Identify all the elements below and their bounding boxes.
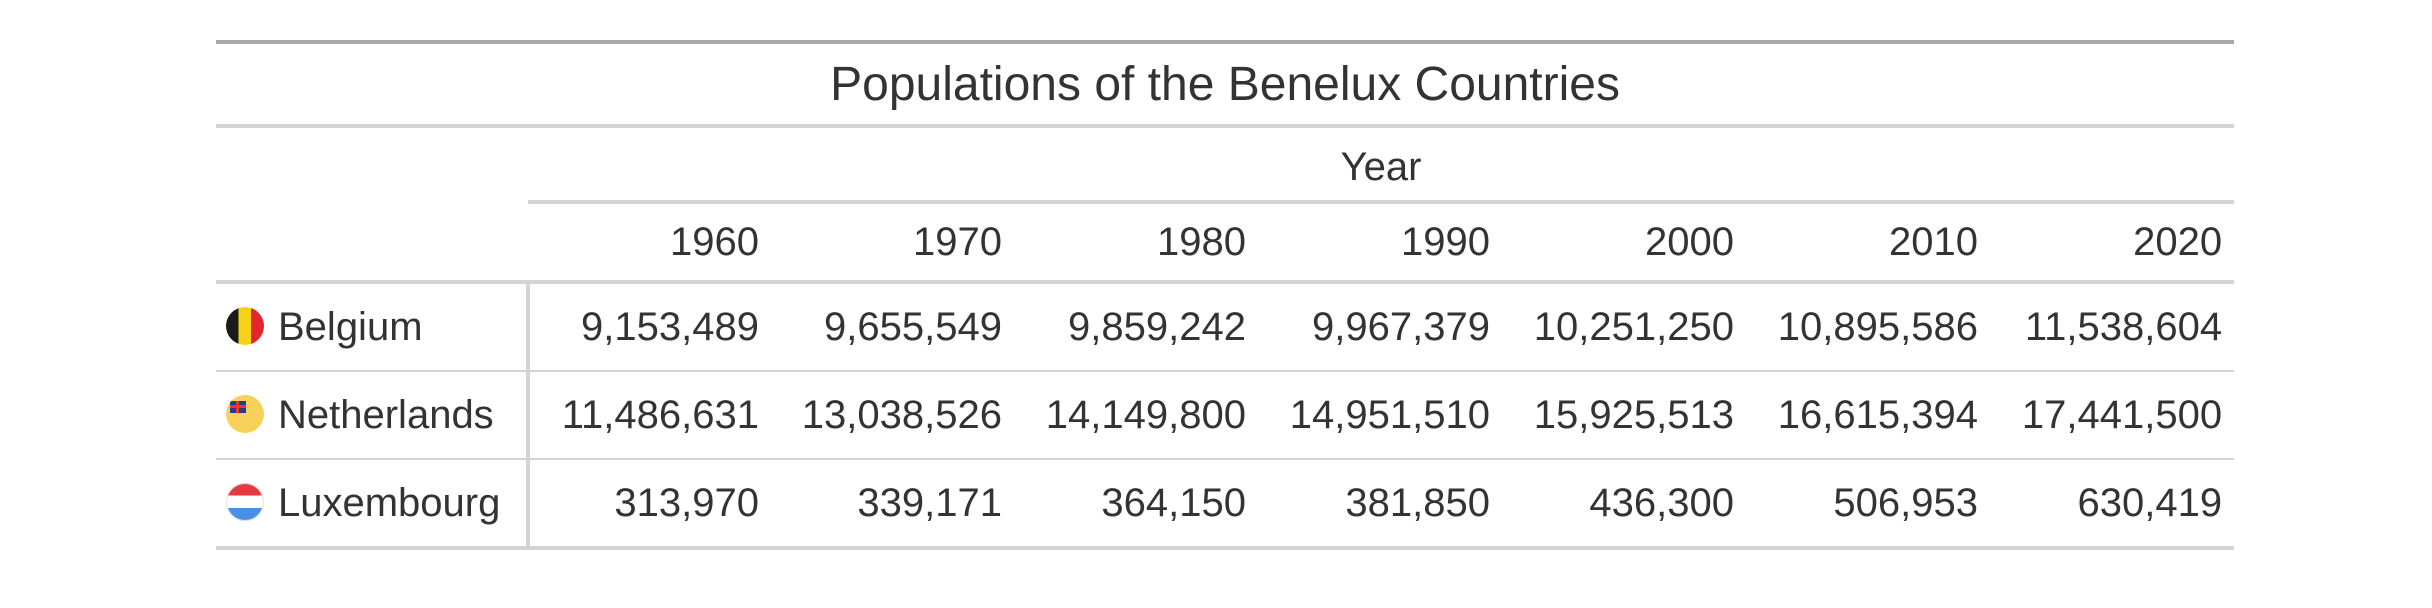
table-row: Belgium 9,153,489 9,655,549 9,859,242 9,…	[216, 282, 2235, 372]
stub-spanner-empty	[216, 126, 528, 204]
table-cell: 339,171	[771, 459, 1014, 550]
table-cell: 11,486,631	[528, 371, 771, 460]
row-stub-belgium: Belgium	[216, 282, 530, 372]
column-header: 1990	[1258, 204, 1502, 284]
column-header: 2020	[1990, 204, 2235, 284]
table-cell: 9,655,549	[771, 282, 1014, 372]
row-stub-netherlands: Netherlands	[216, 371, 530, 460]
row-stub-luxembourg: Luxembourg	[216, 459, 530, 550]
table-row: Netherlands 11,486,631 13,038,526 14,149…	[216, 371, 2235, 460]
table-cell: 630,419	[1990, 459, 2235, 550]
stub-header-empty	[216, 204, 528, 284]
table-cell: 11,538,604	[1990, 282, 2235, 372]
table-cell: 16,615,394	[1746, 371, 1990, 460]
table-cell: 14,951,510	[1258, 371, 1502, 460]
table-cell: 17,441,500	[1990, 371, 2235, 460]
column-header: 1970	[771, 204, 1014, 284]
table-cell: 9,153,489	[528, 282, 771, 372]
year-spanner: Year	[528, 126, 2235, 204]
column-header: 2010	[1746, 204, 1990, 284]
table-title: Populations of the Benelux Countries	[216, 40, 2235, 128]
table-cell: 13,038,526	[771, 371, 1014, 460]
column-header: 1960	[528, 204, 771, 284]
belgium-flag-icon	[226, 306, 264, 345]
population-table-container: Populations of the Benelux Countries Yea…	[216, 40, 2235, 550]
table-cell: 313,970	[528, 459, 771, 550]
table-row: Luxembourg 313,970 339,171 364,150 381,8…	[216, 459, 2235, 550]
row-label: Luxembourg	[278, 480, 501, 525]
table-cell: 381,850	[1258, 459, 1502, 550]
year-spanner-label: Year	[528, 145, 2235, 204]
population-table: Populations of the Benelux Countries Yea…	[216, 40, 2235, 550]
table-cell: 506,953	[1746, 459, 1990, 550]
table-cell: 15,925,513	[1502, 371, 1746, 460]
table-cell: 14,149,800	[1014, 371, 1258, 460]
column-header: 1980	[1014, 204, 1258, 284]
table-cell: 10,895,586	[1746, 282, 1990, 372]
table-cell: 9,967,379	[1258, 282, 1502, 372]
table-cell: 436,300	[1502, 459, 1746, 550]
table-cell: 364,150	[1014, 459, 1258, 550]
row-label: Belgium	[278, 304, 423, 349]
column-header: 2000	[1502, 204, 1746, 284]
row-label: Netherlands	[278, 392, 494, 437]
table-cell: 9,859,242	[1014, 282, 1258, 372]
table-cell: 10,251,250	[1502, 282, 1746, 372]
netherlands-flag-icon	[226, 394, 264, 433]
luxembourg-flag-icon	[226, 482, 264, 521]
